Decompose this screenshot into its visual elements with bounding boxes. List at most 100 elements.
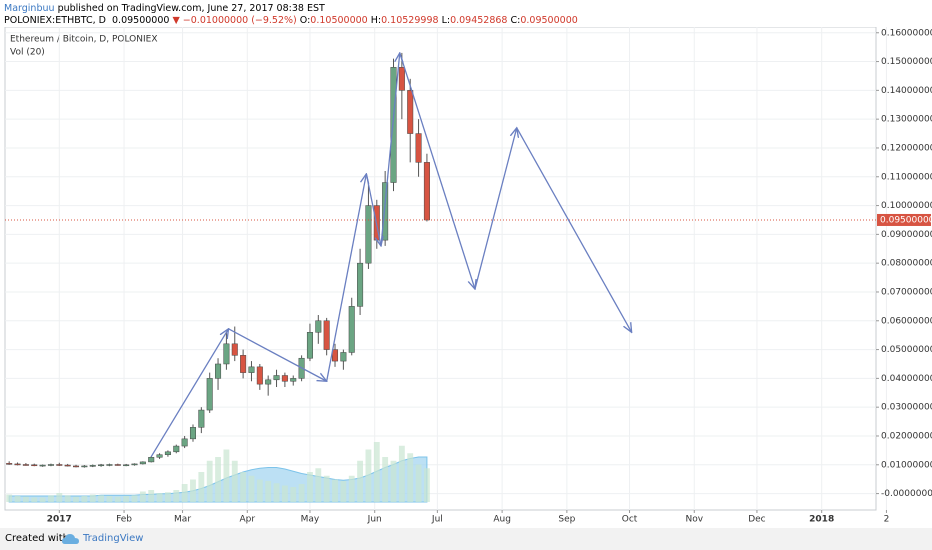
x-tick-label: May: [301, 515, 320, 525]
ohlc: O:0.10500000 H:0.10529998 L:0.09452868 C…: [300, 15, 578, 26]
author[interactable]: Marginbuu: [4, 3, 55, 14]
volume-bar: [348, 475, 355, 502]
projection-arrow: [228, 328, 326, 381]
volume-bar: [131, 495, 138, 502]
volume-bar: [357, 460, 364, 502]
volume-bar: [307, 472, 313, 502]
candle-body: [123, 464, 130, 467]
candle-body: [139, 461, 146, 465]
volume-bar: [123, 496, 130, 502]
projection-arrow: [380, 53, 400, 246]
candle-body: [39, 464, 46, 467]
candle-body: [231, 343, 238, 356]
volume-bar: [248, 475, 255, 502]
candle-body: [390, 67, 397, 183]
x-tick-label: Nov: [685, 515, 703, 525]
volume-bar: [64, 495, 71, 502]
candle-body: [281, 375, 288, 382]
volume-bar: [382, 457, 389, 502]
candle-body: [332, 349, 339, 362]
volume-bar: [323, 475, 330, 502]
volume-bar: [56, 493, 63, 502]
candle-body: [382, 182, 389, 241]
volume-bar: [98, 495, 105, 502]
candle-body: [64, 464, 71, 467]
ohlc-value: 0.10500000: [310, 15, 368, 26]
x-tick-label: Mar: [174, 515, 191, 525]
brand[interactable]: TradingView: [83, 533, 144, 544]
volume-title: Vol (20): [10, 48, 45, 58]
ohlc-label: L:: [441, 15, 451, 26]
ohlc-value: 0.10529998: [381, 15, 439, 26]
candle-body: [215, 363, 222, 379]
volume-bar: [223, 449, 230, 502]
y-tick-label: 0.02000000: [881, 431, 932, 441]
ohlc-label: O:: [299, 15, 311, 26]
volume-bar: [73, 496, 79, 502]
x-tick-label: Jun: [367, 515, 382, 525]
volume-bar: [164, 492, 171, 502]
ohlc-value: 0.09500000: [520, 15, 578, 26]
symbol: POLONIEX:ETHBTC, D: [4, 15, 106, 26]
candle-body: [156, 454, 163, 458]
y-tick-label: 0.04000000: [881, 374, 932, 384]
last: 0.09500000: [112, 15, 170, 26]
ohlc-label: C:: [510, 15, 521, 26]
volume-bar: [365, 449, 372, 502]
x-tick-label: Sep: [558, 515, 575, 525]
candle-body: [223, 343, 230, 365]
candle-body: [81, 465, 88, 468]
y-tick-label: 0.10000000: [881, 201, 932, 211]
projection-arrow: [474, 128, 517, 290]
y-tick-label: 0.06000000: [881, 316, 932, 326]
candle-body: [198, 409, 205, 428]
volume-bar: [31, 497, 38, 502]
candle-body: [181, 438, 188, 447]
volume-bar: [106, 496, 113, 502]
volume-bar: [181, 484, 188, 502]
volume-bar: [190, 479, 196, 502]
candle-body: [306, 332, 313, 359]
y-tick-label: 0.08000000: [881, 259, 932, 269]
volume-bar: [81, 496, 88, 502]
candle-body: [407, 90, 414, 134]
volume-bar: [231, 460, 238, 502]
quote-line: POLONIEX:ETHBTC, D 0.09500000 ▼ −0.01000…: [4, 15, 578, 26]
x-tick-label: 2017: [47, 515, 72, 525]
volume-bar: [14, 496, 21, 502]
x-tick-label: Jul: [431, 515, 443, 525]
candle-body: [173, 445, 180, 453]
volume-bar: [281, 485, 288, 502]
candle-body: [315, 320, 322, 333]
y-tick-label: 0.09000000: [881, 230, 932, 240]
volume-bar: [215, 457, 221, 502]
candle-body: [106, 464, 113, 466]
published: published on TradingView.com, June 27, 2…: [57, 3, 325, 14]
y-tick-label: 0.03000000: [881, 403, 932, 413]
volume-bar: [48, 495, 54, 502]
candle-body: [348, 306, 355, 353]
candle-body: [415, 133, 422, 163]
volume-bar: [340, 481, 347, 502]
y-tick-label: 0.16000000: [881, 28, 932, 38]
candle-body: [340, 352, 347, 362]
volume-bar: [298, 484, 305, 502]
volume-bar: [240, 472, 247, 502]
candle-body: [398, 67, 405, 91]
candle-body: [256, 366, 263, 385]
grid: [5, 27, 887, 510]
volume-bar: [139, 491, 146, 502]
volume-bar: [315, 468, 322, 502]
volume-bar: [273, 483, 280, 502]
volume-bar: [390, 460, 397, 502]
x-tick-label: Apr: [240, 515, 256, 525]
created-with: Created with: [5, 533, 69, 544]
volume-bar: [148, 490, 155, 502]
candle-body: [164, 451, 171, 455]
candle-body: [423, 162, 430, 221]
candle-body: [47, 464, 54, 466]
volume-bar: [290, 487, 297, 502]
y-tick-label: 0.13000000: [881, 115, 932, 125]
candle-body: [248, 366, 255, 373]
footer: Created with TradingView: [0, 528, 932, 550]
